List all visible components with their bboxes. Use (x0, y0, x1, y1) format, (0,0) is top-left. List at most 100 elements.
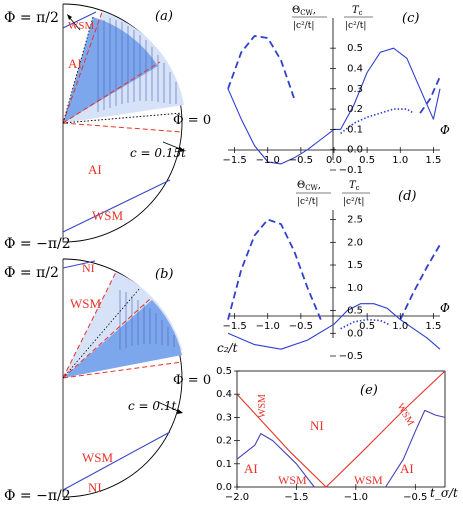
panel-a-region-ai-top: AI (68, 56, 82, 71)
panel-a: Φ = π/2 Φ = 0 Φ = −π/2 c = 0.15t (a) WSM… (4, 3, 211, 252)
panel-e-x-tick-label: −1.5 (284, 492, 308, 503)
panel-a-blue-line-top (62, 11, 97, 29)
panel-e-x-tick-label: −0.5 (403, 492, 427, 503)
panel-d-tag: (d) (398, 189, 416, 204)
panel-a-blue-line-bottom (62, 179, 171, 233)
panel-a-phi-zero: Φ = 0 (173, 113, 211, 128)
panel-d-series-dashed-1 (227, 218, 322, 320)
panel-a-region-ai-bottom: AI (88, 162, 102, 177)
panel-d-xlabel: Φ (440, 301, 450, 315)
panel-d-y-tick-label: −0.5 (339, 351, 363, 362)
panel-a-semicircle (62, 3, 183, 243)
panel-c-xlabel: Φ (440, 123, 450, 137)
panel-d-x-tick-label: 0.5 (359, 321, 375, 332)
panel-e-y-tick-label: 0.4 (216, 389, 232, 400)
panel-c-y-tick-label: 0.3 (347, 84, 363, 95)
panel-e-plot (236, 370, 446, 488)
panel-e-series-line-0 (236, 370, 446, 488)
panel-b-semicircle (62, 258, 183, 498)
panel-c-x-tick-label: −0.5 (289, 155, 313, 166)
panel-c-ylabel-den-2: |c²/t| (345, 21, 366, 31)
panel-c: −1.5 −1.0 −0.5 0.0 0.5 1.0 1.5 0.50.40.30.20.1… (222, 5, 450, 176)
panel-a-phi-top: Φ = π/2 (4, 10, 59, 26)
panel-e: −2.0 −1.5 −1.0 −0.5 0.5 0.4 0.3 0.2 0.1 0.0 c₂/t… (216, 341, 458, 503)
panel-e-series-line-1 (236, 433, 315, 488)
panel-b-region-ni-top: NI (82, 261, 95, 275)
panel-a-phi-bottom: Φ = −π/2 (4, 236, 71, 252)
panel-e-y-tick-label: 0.5 (216, 366, 232, 377)
panel-e-tag: (e) (360, 383, 378, 398)
panel-c-plot (227, 35, 441, 165)
panel-c-x-tick-label: −1.5 (222, 155, 246, 166)
panel-d-x-tick-label: 1.5 (425, 321, 441, 332)
panel-d-y-tick-label: 1.5 (347, 260, 363, 271)
panel-c-ylabel-den: |c²/t| (293, 21, 314, 31)
panel-d-y-tick-label: 2.0 (347, 237, 363, 248)
panel-d-x-tick-label: 1.0 (392, 321, 408, 332)
panel-d-ylabel-den: |c²/t| (297, 197, 318, 207)
panel-e-region-wsm-br: WSM (354, 473, 383, 487)
panel-b-region-wsm-top: WSM (70, 296, 102, 311)
panel-e-region-ai-right: AI (400, 461, 414, 476)
panel-d: −1.5 −1.0 −0.5 0.5 1.0 1.5 2.52.01.51.00.50.0… (222, 180, 450, 362)
panel-c-x-tick-label: 1.5 (425, 155, 441, 166)
panel-c-y-tick-label: 0.5 (347, 43, 363, 54)
panel-b-dark-region (63, 300, 182, 378)
panel-b-region-ni-bottom: NI (88, 480, 102, 495)
panel-e-region-wsm-right: WSM (394, 402, 416, 428)
panel-b-phi-bottom: Φ = −π/2 (4, 488, 71, 504)
panel-c-series-dashed-3 (419, 76, 441, 114)
panel-d-y-tick-label: 0.5 (347, 306, 363, 317)
panel-b-region-wsm-bottom: WSM (82, 450, 114, 465)
panel-e-x-tick-label: −1.0 (344, 492, 368, 503)
panel-c-y-tick-label: 0.4 (347, 63, 363, 74)
panel-a-c-label: c = 0.15t (130, 146, 186, 160)
panel-b-blue-line-top (62, 260, 96, 269)
panel-d-x-ticks: −1.5 −1.0 −0.5 0.5 1.0 1.5 (222, 313, 441, 332)
panel-b-tag: (b) (155, 267, 173, 282)
panel-b-phi-top: Φ = π/2 (4, 265, 59, 281)
panel-c-y-tick-label: 0.1 (347, 124, 363, 135)
panel-c-y-tick-label: −0.1 (339, 165, 363, 176)
panel-e-region-wsm-left: WSM (257, 394, 268, 418)
panel-d-series-solid-0 (227, 303, 441, 350)
panel-b-blue-line-bottom (62, 431, 171, 491)
panel-e-y-tick-label: 0.3 (216, 412, 232, 423)
panel-d-y-ticks: 2.5 2.0 1.5 1.0 0.5 0.0 −0.5 (330, 215, 363, 362)
panel-d-x-tick-label: −1.5 (222, 321, 246, 332)
panel-e-x-tick-label: −2.0 (225, 492, 249, 503)
panel-b-dotted-boundary (62, 287, 141, 379)
panel-c-series-solid-0 (227, 47, 441, 165)
panel-a-tag: (a) (155, 9, 173, 24)
panel-d-series-dotted-2 (340, 318, 391, 330)
panel-b-arrow (157, 401, 181, 413)
panel-c-ylabel-num: ΘCW, Tc (292, 5, 363, 17)
panel-c-y-tick-label: 0.0 (347, 145, 363, 156)
panel-d-x-tick-label: −0.5 (289, 321, 313, 332)
panel-e-series-line-2 (385, 409, 446, 488)
panel-d-ylabel-num: ΘCW, Tc (297, 180, 360, 192)
panel-d-y-tick-label: 0.0 (347, 328, 363, 339)
panel-b-red-boundary-2 (62, 298, 151, 379)
panel-b-red-boundary-1 (62, 271, 117, 379)
panel-a-red-boundary-1 (62, 11, 103, 124)
panel-b-hatching (119, 290, 175, 350)
panel-d-series-dashed-3 (399, 244, 441, 320)
panel-a-dotted-boundary (62, 112, 183, 124)
panel-b: Φ = π/2 Φ = 0 Φ = −π/2 c = 0.1t (b) NI W… (4, 258, 211, 504)
panel-b-phi-zero: Φ = 0 (173, 373, 211, 388)
panel-d-y-tick-label: 2.5 (347, 215, 363, 226)
panel-d-ylabel-den-2: |c²/t| (343, 197, 364, 207)
panel-c-x-tick-label: 0.5 (359, 155, 375, 166)
panel-b-c-label: c = 0.1t (128, 399, 176, 413)
panel-c-y-ticks: 0.5 0.4 0.3 0.2 0.1 0.0 −0.1 (330, 43, 363, 176)
panel-c-x-tick-label: 1.0 (392, 155, 408, 166)
panel-a-red-boundary-3 (62, 122, 183, 133)
panel-d-x-tick-label: −1.0 (256, 321, 280, 332)
panel-e-region-ai-left: AI (244, 461, 258, 476)
panel-e-region-wsm-bl: WSM (278, 473, 307, 487)
panel-c-x-ticks: −1.5 −1.0 −0.5 0.0 0.5 1.0 1.5 (222, 147, 441, 166)
panel-e-y-ticks: 0.5 0.4 0.3 0.2 0.1 0.0 (216, 366, 240, 493)
panel-c-y-tick-label: 0.2 (347, 104, 363, 115)
